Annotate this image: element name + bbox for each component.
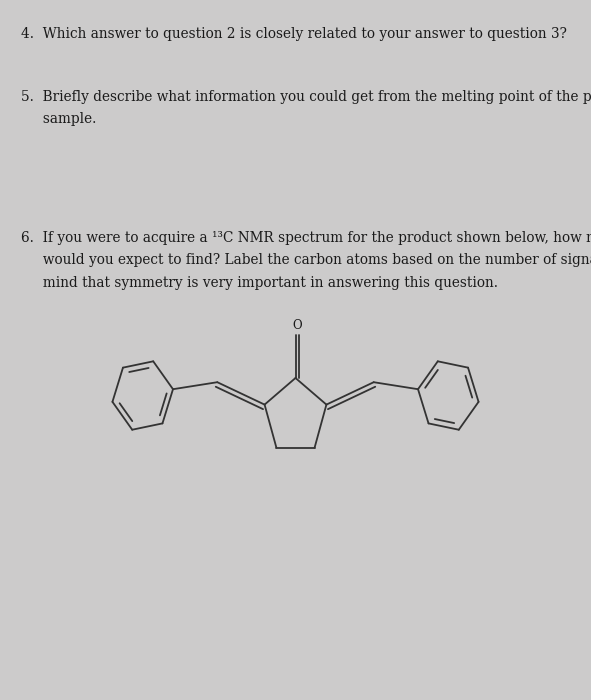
Text: O: O xyxy=(293,318,302,332)
Text: 6.  If you were to acquire a ¹³C NMR spectrum for the product shown below, how m: 6. If you were to acquire a ¹³C NMR spec… xyxy=(21,231,591,245)
Text: would you expect to find? Label the carbon atoms based on the number of signals.: would you expect to find? Label the carb… xyxy=(21,253,591,267)
Text: 4.  Which answer to question 2 is closely related to your answer to question 3?: 4. Which answer to question 2 is closely… xyxy=(21,27,567,41)
Text: mind that symmetry is very important in answering this question.: mind that symmetry is very important in … xyxy=(21,276,498,290)
Text: sample.: sample. xyxy=(21,112,96,126)
Text: 5.  Briefly describe what information you could get from the melting point of th: 5. Briefly describe what information you… xyxy=(21,90,591,104)
